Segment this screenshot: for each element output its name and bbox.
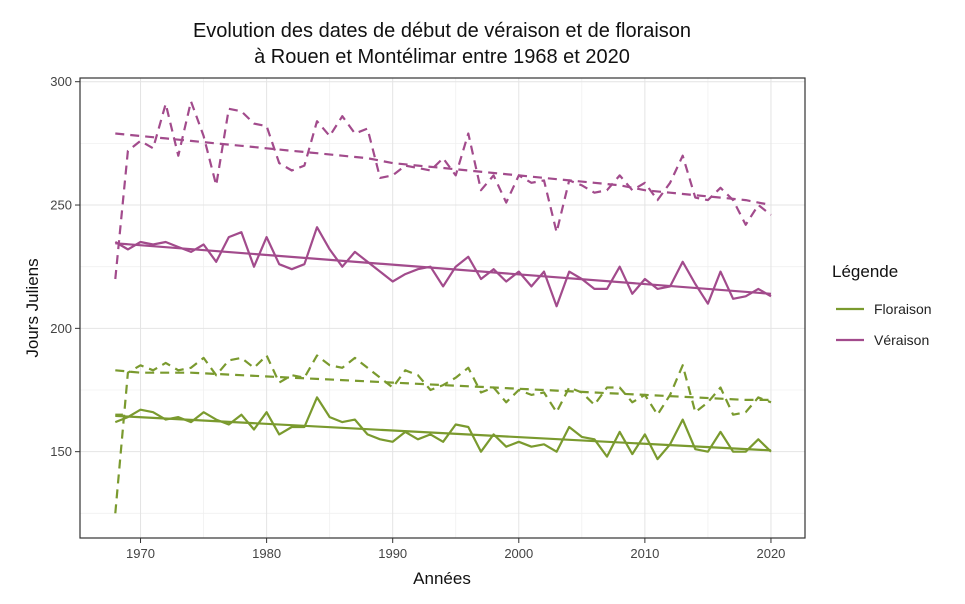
chart-title-line-1: Evolution des dates de début de véraison… [193,20,691,42]
y-axis-title: Jours Juliens [23,258,42,357]
series-vraison-dashed-0 [114,100,772,280]
x-tick-label: 2020 [756,546,785,561]
series-floraison-solid-7 [115,414,772,452]
legend-label-floraison: Floraison [874,301,932,317]
legend: Légende Floraison Véraison [832,262,932,348]
x-tick-label: 1970 [126,546,155,561]
legend-title: Légende [832,262,898,281]
series-floraison-solid-6 [114,396,772,461]
series-vraison-solid-3 [115,242,772,295]
y-tick-label: 200 [50,321,72,336]
chart-title-line-2: à Rouen et Montélimar entre 1968 et 2020 [254,46,630,68]
plot-frame [79,77,806,539]
x-tick-label: 2010 [630,546,659,561]
y-tick-label: 250 [50,198,72,213]
y-tick-label: 300 [50,74,72,89]
gridlines [80,78,805,538]
x-axis-title: Années [413,569,471,588]
x-axis: 1970 1980 1990 2000 2010 2020 [126,538,785,561]
series-floraison-dashed-4 [114,354,772,514]
x-tick-label: 1980 [252,546,281,561]
series-floraison-dashed-5 [115,369,771,401]
y-axis: 150 200 250 300 [50,74,80,459]
legend-label-veraison: Véraison [874,332,929,348]
series-layer [114,100,772,514]
series-vraison-solid-2 [114,226,772,308]
x-tick-label: 1990 [378,546,407,561]
x-tick-label: 2000 [504,546,533,561]
y-tick-label: 150 [50,444,72,459]
series-vraison-dashed-1 [115,132,772,207]
